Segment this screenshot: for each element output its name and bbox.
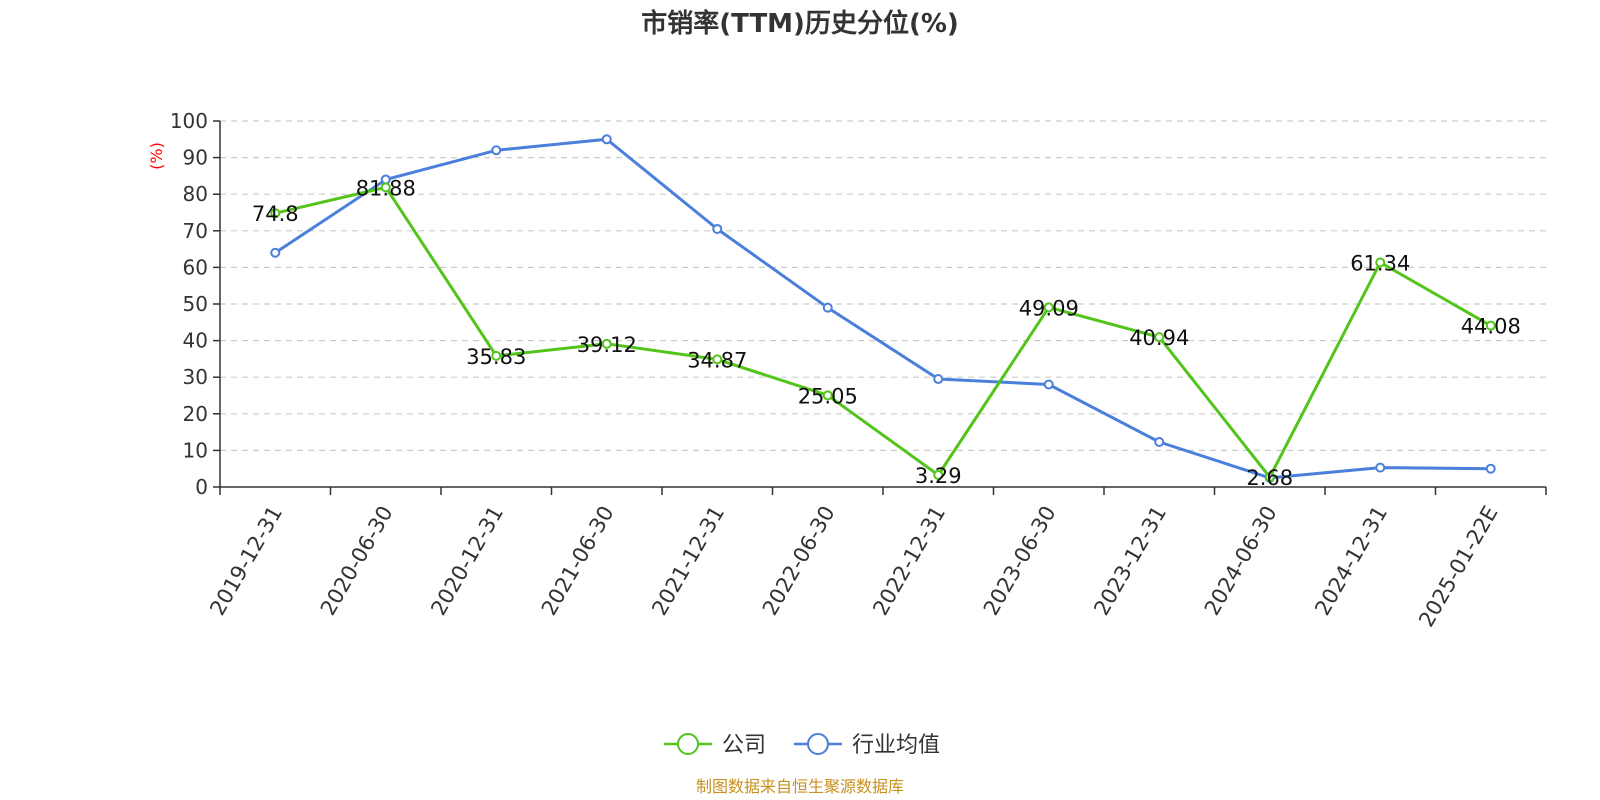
data-point[interactable] [601, 134, 612, 145]
data-point[interactable] [822, 302, 833, 313]
series-line [274, 137, 1491, 480]
data-label: 25.05 [798, 384, 858, 408]
data-point[interactable] [1043, 302, 1054, 313]
y-axis-label: (%) [147, 142, 166, 170]
data-point[interactable] [933, 374, 944, 385]
y-tick-label: 50 [183, 292, 208, 316]
data-point[interactable] [601, 338, 612, 349]
legend-label: 公司 [722, 733, 766, 758]
data-label: 74.8 [252, 202, 299, 226]
data-point[interactable] [1485, 320, 1496, 331]
chart-title: 市销率(TTM)历史分位(%) [641, 8, 959, 39]
x-tick-label: 2019-12-31 [205, 502, 287, 620]
data-point[interactable] [270, 208, 281, 219]
legend-marker [677, 733, 699, 755]
data-point[interactable] [933, 469, 944, 480]
data-label: 2.68 [1246, 466, 1293, 490]
data-label: 3.29 [915, 464, 962, 488]
data-label: 61.34 [1350, 251, 1410, 275]
legend-marker [807, 733, 829, 755]
y-tick-label: 40 [183, 329, 208, 353]
data-point[interactable] [712, 223, 723, 234]
legend[interactable]: 公司 行业均值 [664, 733, 940, 758]
data-point[interactable] [270, 247, 281, 258]
data-point[interactable] [1375, 462, 1386, 473]
y-tick-label: 70 [183, 219, 208, 243]
x-tick-label: 2025-01-22E [1414, 502, 1502, 631]
y-tick-label: 60 [183, 255, 208, 279]
y-axis: 0 10 20 30 40 50 60 70 80 90 100 [170, 109, 221, 499]
data-label: 44.08 [1461, 315, 1521, 339]
data-point[interactable] [1154, 436, 1165, 447]
x-tick-label: 2023-12-31 [1089, 502, 1171, 620]
data-point[interactable] [1264, 472, 1275, 483]
data-point[interactable] [1154, 332, 1165, 343]
y-tick-label: 30 [183, 365, 208, 389]
x-tick-label: 2022-06-30 [758, 502, 840, 620]
grid-lines [220, 120, 1546, 451]
y-tick-label: 0 [195, 475, 208, 499]
data-label: 35.83 [466, 345, 526, 369]
x-tick-label: 2023-06-30 [979, 502, 1061, 620]
data-label: 81.88 [356, 176, 416, 200]
data-point[interactable] [1043, 379, 1054, 390]
data-point[interactable] [491, 145, 502, 156]
y-tick-label: 80 [183, 182, 208, 206]
data-point[interactable] [1485, 463, 1496, 474]
x-tick-label: 2020-12-31 [426, 502, 508, 620]
data-point[interactable] [380, 182, 391, 193]
plot-area [270, 134, 1496, 483]
y-tick-label: 100 [170, 109, 208, 133]
y-tick-label: 90 [183, 146, 208, 170]
x-tick-label: 2024-06-30 [1200, 502, 1282, 620]
x-tick-label: 2020-06-30 [316, 502, 398, 620]
data-label: 39.12 [577, 333, 637, 357]
data-point[interactable] [712, 354, 723, 365]
data-label: 34.87 [687, 348, 747, 372]
data-label: 49.09 [1019, 296, 1079, 320]
data-labels: 74.8 81.88 35.83 39.12 34.87 25.05 3.29 49.09 40… [252, 176, 1521, 490]
data-point[interactable] [491, 350, 502, 361]
data-point[interactable] [822, 390, 833, 401]
x-tick-label: 2021-06-30 [537, 502, 619, 620]
y-tick-label: 20 [183, 402, 208, 426]
legend-label: 行业均值 [852, 733, 940, 758]
x-axis: 2019-12-31 2020-06-30 2020-12-31 2021-06-30… [205, 486, 1547, 631]
data-point[interactable] [1375, 257, 1386, 268]
series-line [274, 185, 1492, 479]
x-tick-label: 2024-12-31 [1310, 502, 1392, 620]
data-label: 40.94 [1129, 326, 1189, 350]
x-tick-label: 2022-12-31 [868, 502, 950, 620]
source-note: 制图数据来自恒生聚源数据库 [696, 777, 904, 796]
y-tick-label: 10 [183, 438, 208, 462]
legend-item[interactable]: 公司 [664, 733, 766, 758]
legend-item[interactable]: 行业均值 [794, 733, 940, 758]
x-tick-label: 2021-12-31 [647, 502, 729, 620]
